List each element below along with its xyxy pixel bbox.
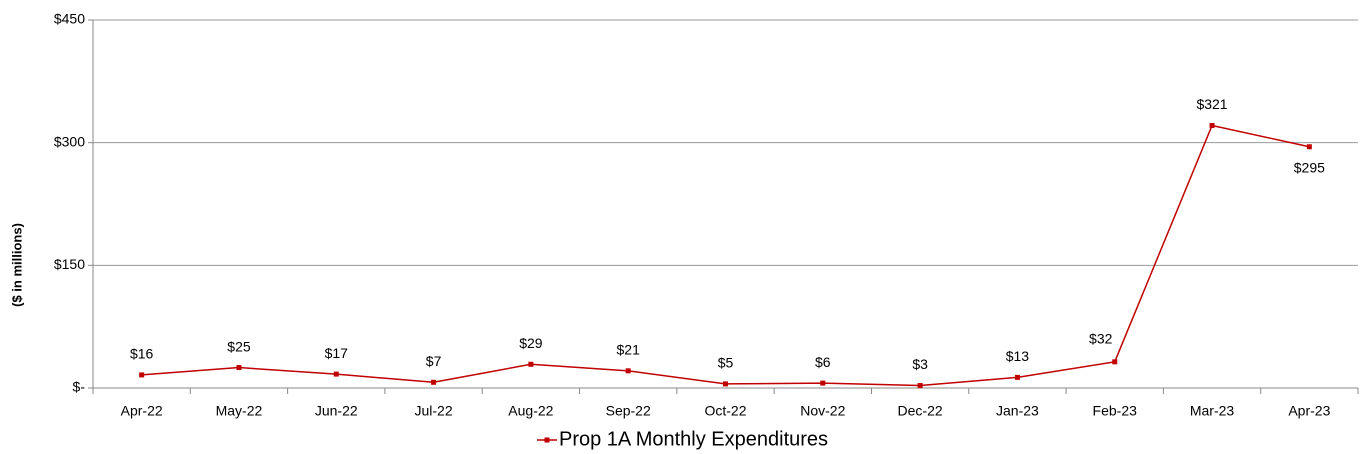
data-label: $32 (1089, 331, 1113, 347)
data-label: $29 (519, 335, 543, 351)
x-tick-label: Jan-23 (996, 403, 1039, 419)
legend-marker (544, 437, 550, 443)
y-tick-label: $150 (54, 256, 85, 272)
x-tick-label: Nov-22 (800, 403, 845, 419)
data-label: $25 (227, 338, 251, 354)
x-tick-label: Apr-22 (121, 403, 163, 419)
data-label: $321 (1196, 96, 1227, 112)
data-label: $5 (718, 355, 734, 371)
x-tick-label: May-22 (216, 403, 263, 419)
y-axis-label: ($ in millions) (9, 223, 24, 307)
marker (625, 368, 631, 374)
data-label: $3 (912, 356, 928, 372)
data-label: $6 (815, 354, 831, 370)
data-label: $16 (130, 346, 154, 362)
data-label: $13 (1006, 348, 1030, 364)
marker (431, 379, 437, 385)
x-tick-label: Mar-23 (1190, 403, 1235, 419)
marker (333, 371, 339, 377)
marker (723, 381, 728, 387)
marker (1014, 374, 1020, 380)
x-tick-label: Jul-22 (415, 403, 453, 419)
data-label: $295 (1294, 159, 1325, 175)
marker (236, 365, 242, 371)
x-tick-label: Feb-23 (1093, 403, 1138, 419)
x-tick-label: Jun-22 (315, 403, 358, 419)
x-tick-label: Oct-22 (704, 403, 746, 419)
series-line (141, 124, 1310, 387)
x-tick-label: Dec-22 (898, 403, 943, 419)
data-label: $21 (617, 342, 641, 358)
data-label: $7 (426, 353, 442, 369)
y-tick-label: $450 (54, 11, 85, 27)
x-tick-label: Apr-23 (1288, 403, 1330, 419)
legend-label: Prop 1A Monthly Expenditures (559, 428, 828, 450)
marker (528, 361, 534, 367)
x-tick-label: Sep-22 (606, 403, 651, 419)
marker (1306, 144, 1312, 150)
marker (820, 380, 826, 386)
y-tick-label: $- (73, 379, 86, 395)
y-tick-label: $300 (54, 133, 85, 149)
marker (917, 383, 923, 389)
x-tick-label: Aug-22 (508, 403, 553, 419)
marker (1209, 122, 1215, 128)
data-label: $17 (325, 345, 349, 361)
marker (1112, 359, 1118, 365)
marker (139, 372, 145, 378)
